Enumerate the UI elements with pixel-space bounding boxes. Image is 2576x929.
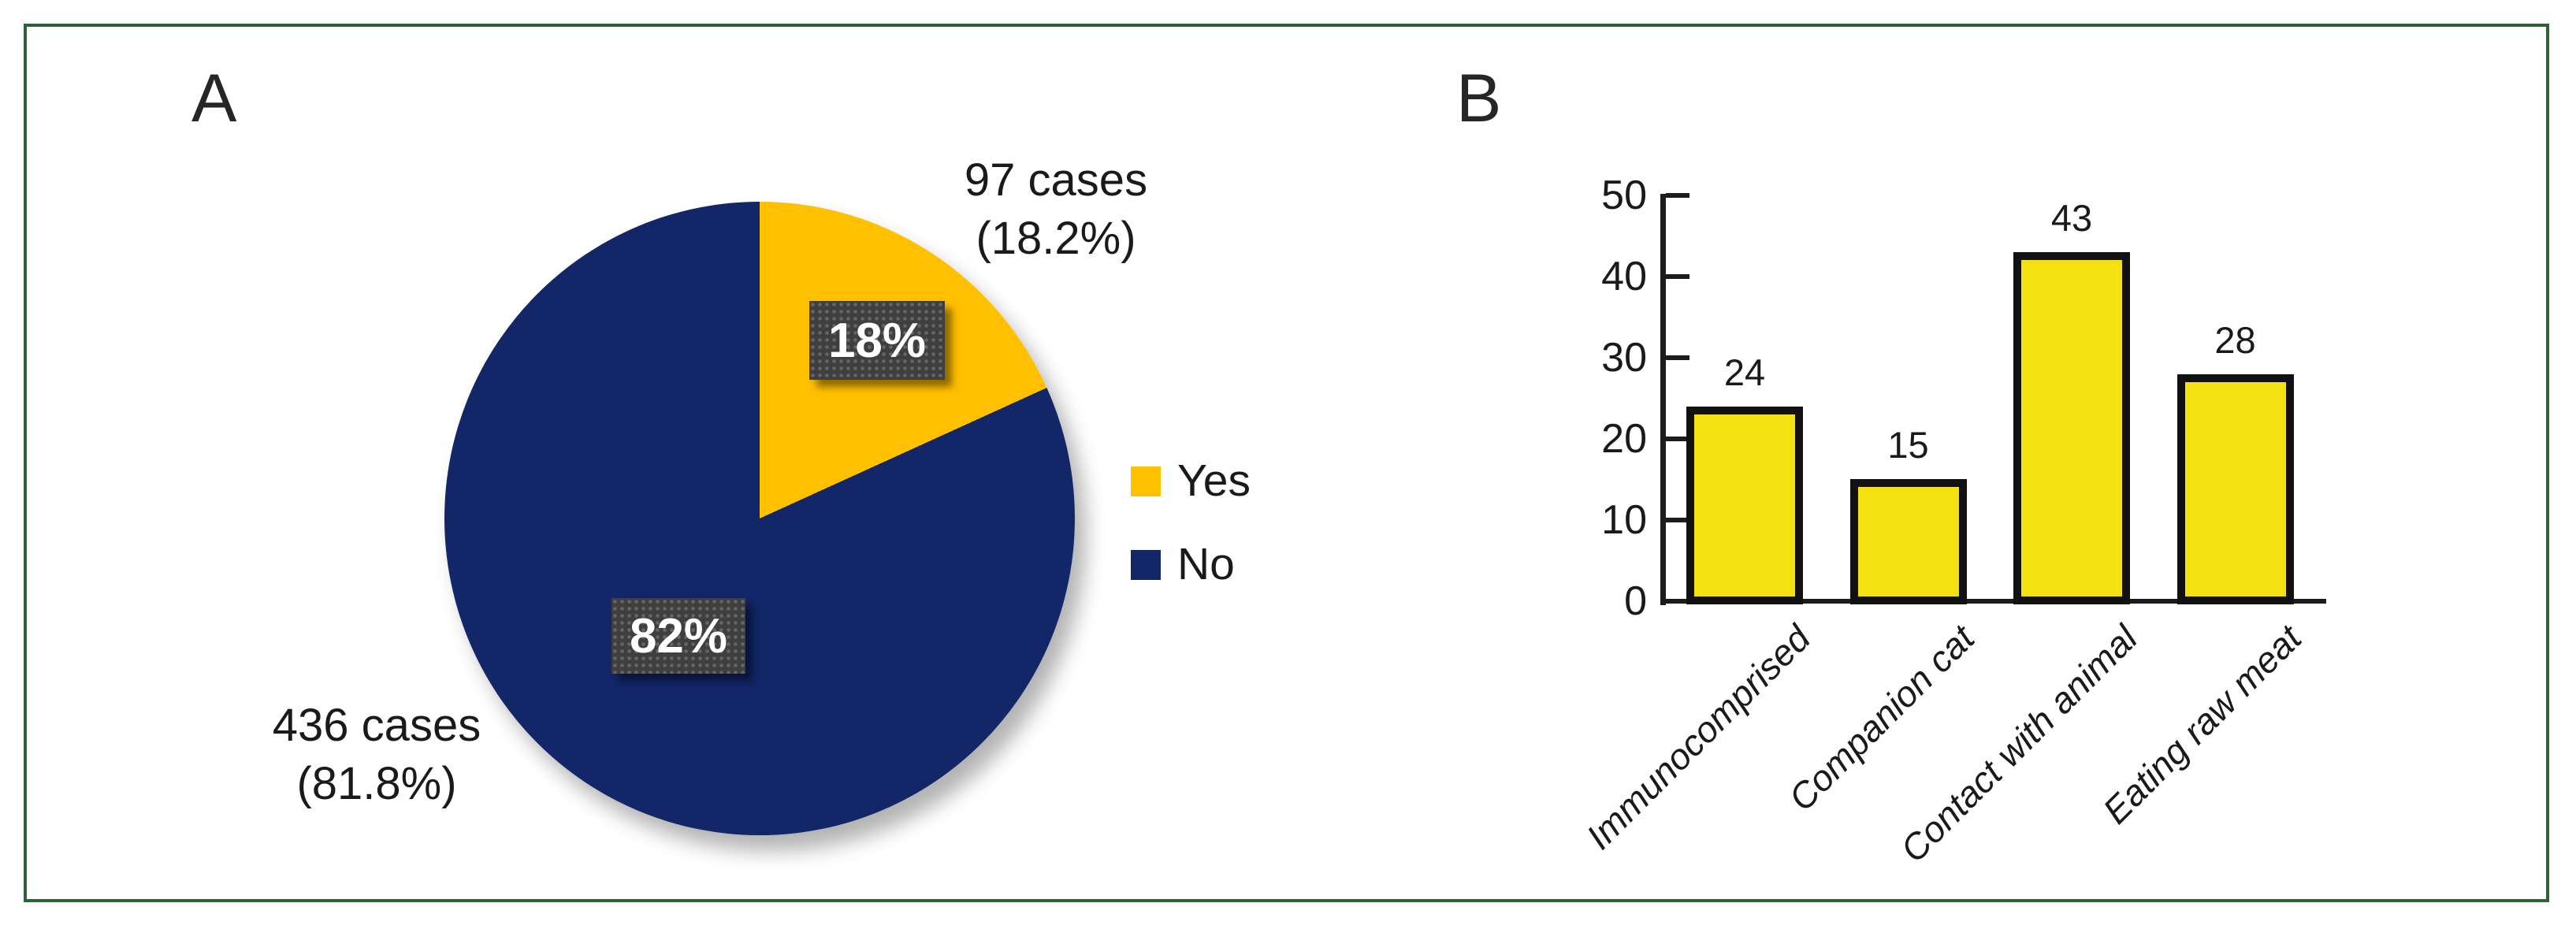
y-tick-label: 10 [1601, 497, 1647, 543]
y-axis [1660, 194, 1666, 605]
bar [1849, 479, 1967, 604]
y-tick-label: 40 [1601, 254, 1647, 299]
bar-value-label: 28 [2214, 319, 2256, 361]
bar-value-label: 24 [1723, 351, 1766, 393]
y-tick-label: 0 [1624, 578, 1647, 624]
pie-chart [444, 202, 1075, 835]
y-tick [1666, 193, 1689, 198]
y-tick [1666, 274, 1689, 279]
legend-swatch-no-icon [1131, 549, 1161, 580]
bar-value-label: 15 [1887, 424, 1929, 466]
panel-a-letter: A [191, 61, 238, 136]
bar [1686, 407, 1803, 604]
pie-annotation-yes-cases: 97 cases [964, 154, 1148, 206]
pie-annotation-yes-percent: (18.2%) [976, 213, 1136, 264]
pie-annotation-no: 436 cases (81.8%) [156, 697, 597, 813]
pie-slice-label-no: 82% [611, 598, 745, 674]
bar-value-label: 43 [2050, 197, 2093, 239]
bar [2176, 374, 2294, 604]
pie-annotation-yes: 97 cases (18.2%) [835, 151, 1277, 268]
figure-border-frame [24, 24, 2549, 902]
pie-annotation-no-percent: (81.8%) [296, 758, 457, 809]
y-tick [1666, 355, 1689, 360]
pie-slice-label-yes: 18% [809, 301, 945, 380]
x-axis [1660, 599, 2326, 604]
bar [2013, 252, 2130, 604]
pie-annotation-no-cases: 436 cases [272, 700, 481, 751]
legend-label-no: No [1177, 539, 1235, 589]
y-tick [1666, 518, 1689, 522]
y-tick-label: 30 [1601, 335, 1647, 381]
y-tick [1666, 437, 1689, 441]
legend-item-no: No [1131, 542, 1235, 587]
y-tick-label: 50 [1601, 173, 1647, 218]
x-category-label: Immunocomprised [1578, 617, 1819, 857]
legend-swatch-yes-icon [1131, 466, 1161, 496]
legend-item-yes: Yes [1131, 459, 1251, 504]
y-tick-label: 20 [1601, 416, 1647, 462]
legend-label-yes: Yes [1177, 455, 1251, 506]
panel-b-letter: B [1456, 61, 1503, 136]
